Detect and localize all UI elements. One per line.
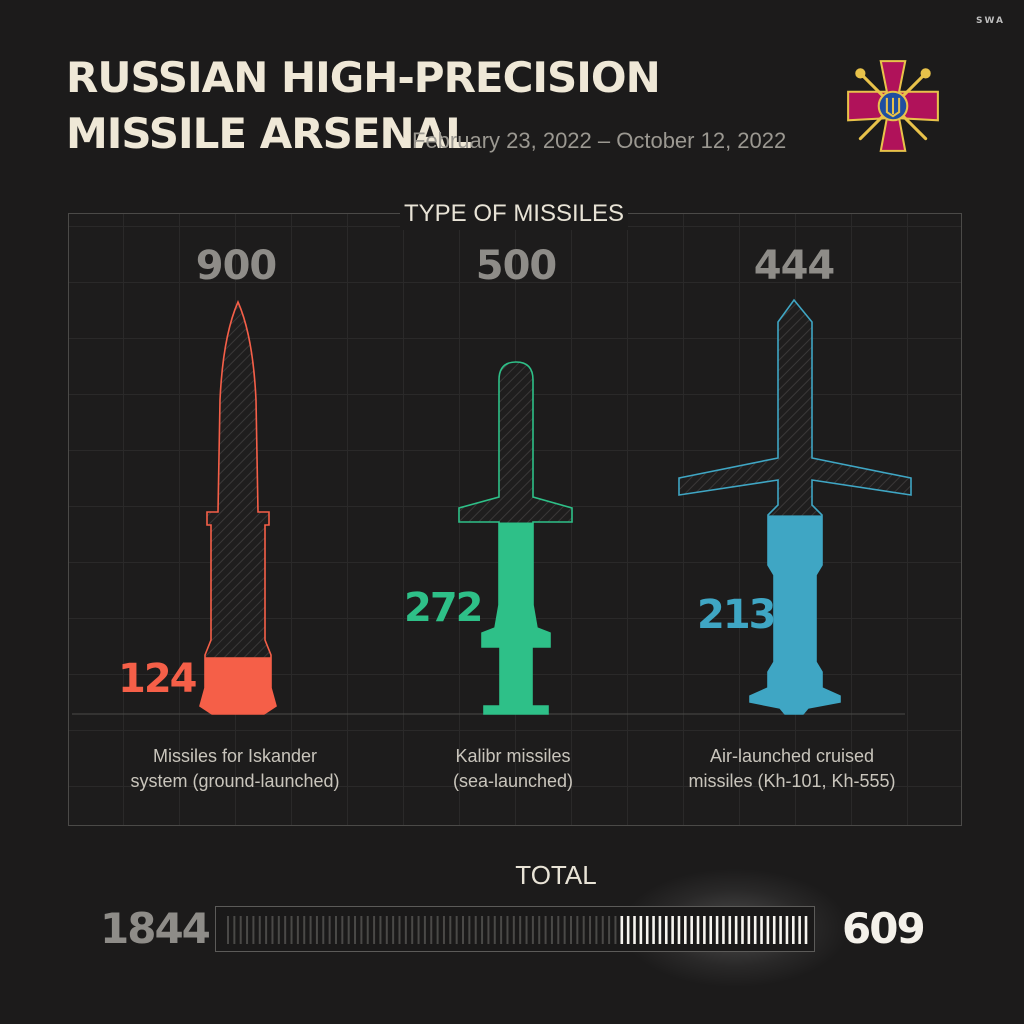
max-value-label-kalibr: 500	[476, 243, 557, 289]
title-line-1: RUSSIAN HIGH-PRECISION	[66, 53, 661, 102]
missile-outline-kalibr	[458, 361, 573, 715]
category-label-iskander-line-1: Missiles for Iskander	[152, 746, 318, 766]
category-label-cruise-line-2: missiles (Kh-101, Kh-555)	[688, 771, 896, 791]
remaining-value-label-iskander: 124	[118, 656, 196, 702]
missile-outline-iskander	[199, 300, 277, 715]
date-range: February 23, 2022 – October 12, 2022	[412, 128, 787, 153]
total-value: 1844	[100, 904, 211, 953]
remaining-total-value: 609	[842, 904, 926, 953]
category-label-cruise: Air-launched cruised missiles (Kh-101, K…	[662, 744, 922, 794]
total-bar	[215, 906, 815, 952]
max-value-label-iskander: 900	[196, 243, 277, 289]
total-bar-ticks	[227, 916, 808, 944]
category-label-kalibr: Kalibr missiles (sea-launched)	[383, 744, 643, 794]
page-title: RUSSIAN HIGH-PRECISION MISSILE ARSENAL	[66, 50, 661, 162]
title-line-2: MISSILE ARSENAL	[66, 109, 472, 158]
brand-logo: SWA	[976, 16, 1005, 26]
category-label-kalibr-line-2: (sea-launched)	[452, 771, 574, 791]
armed-forces-emblem-icon	[847, 60, 939, 152]
total-label: TOTAL	[515, 860, 597, 890]
category-label-iskander: Missiles for Iskander system (ground-lau…	[105, 744, 365, 794]
category-label-iskander-line-2: system (ground-launched)	[130, 771, 340, 791]
missile-body-iskander	[200, 302, 276, 714]
missile-iskander: 900 124	[118, 243, 277, 715]
max-value-label-cruise: 444	[754, 243, 835, 289]
missile-body-cruise	[679, 300, 911, 714]
missile-outline-cruise	[678, 298, 912, 715]
remaining-value-label-cruise: 213	[697, 592, 775, 638]
remaining-value-label-kalibr: 272	[404, 585, 482, 631]
category-label-cruise-line-1: Air-launched cruised	[709, 746, 875, 766]
category-label-kalibr-line-1: Kalibr missiles	[455, 746, 571, 766]
remaining-fill-iskander	[200, 657, 276, 714]
panel-title: TYPE OF MISSILES	[400, 198, 628, 230]
